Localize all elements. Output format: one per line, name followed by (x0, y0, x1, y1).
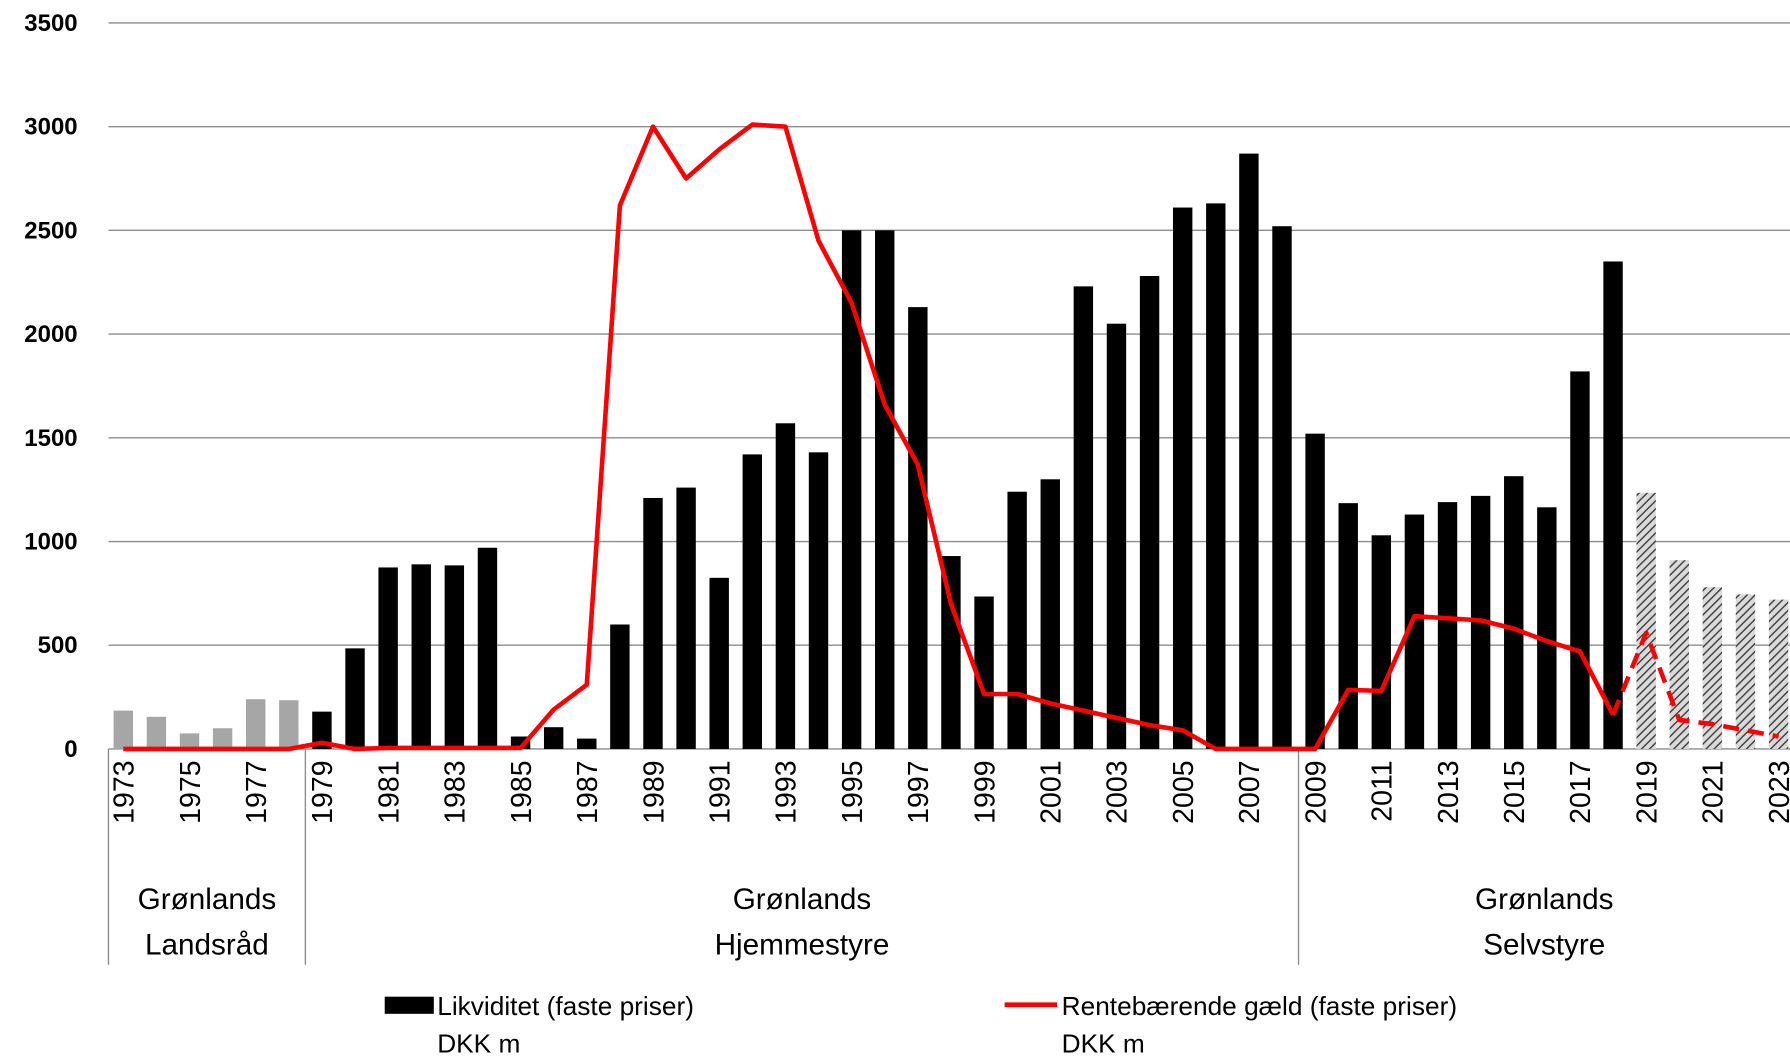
x-tick-label: 1973 (109, 760, 141, 823)
x-tick-label: 1995 (837, 760, 869, 823)
x-tick-label: 1987 (572, 760, 604, 823)
y-tick-label: 3000 (24, 114, 77, 141)
bar (378, 567, 398, 749)
line (123, 122, 1616, 752)
x-tick-label: 2007 (1234, 760, 1266, 823)
y-tick-label: 3500 (24, 10, 77, 37)
bar (279, 700, 299, 749)
bar (246, 699, 266, 749)
bar (974, 596, 994, 749)
group-label: Grønlands (1475, 883, 1614, 916)
bar (1570, 371, 1590, 749)
legend-swatch (384, 996, 434, 1014)
bar (875, 230, 895, 749)
bar (1768, 599, 1789, 749)
x-tick-label: 2011 (1367, 760, 1399, 821)
legend-label: DKK m (1062, 1029, 1145, 1055)
bar (1305, 433, 1325, 749)
bar (1537, 507, 1557, 749)
x-tick-label: 1989 (638, 760, 670, 823)
bar (1702, 587, 1723, 749)
x-tick-label: 1985 (506, 760, 538, 823)
bar (1040, 479, 1060, 749)
bar (179, 733, 200, 749)
x-tick-label: 2023 (1764, 760, 1790, 823)
y-tick-label: 2000 (24, 321, 77, 348)
bar (742, 454, 763, 749)
group-label: Grønlands (138, 883, 277, 916)
x-tick-label: 1983 (440, 760, 472, 823)
group-label: Grønlands (733, 883, 872, 916)
y-tick-label: 0 (64, 736, 77, 763)
x-tick-label: 2009 (1300, 760, 1332, 823)
x-tick-label: 1977 (241, 760, 273, 823)
legend-label: DKK m (437, 1029, 520, 1055)
group-label: Hjemmestyre (715, 928, 890, 961)
bar (1603, 261, 1623, 749)
x-tick-label: 2019 (1631, 760, 1663, 823)
bar (444, 565, 465, 749)
y-tick-label: 1000 (24, 529, 77, 556)
bar (775, 423, 796, 749)
bar (1172, 207, 1193, 749)
bar (1272, 226, 1292, 749)
bar (1437, 502, 1458, 749)
bar (1106, 323, 1127, 749)
bar (1504, 476, 1524, 749)
bar (411, 564, 431, 749)
x-tick-label: 2003 (1102, 760, 1134, 823)
x-tick-label: 2017 (1565, 760, 1597, 823)
x-tick-label: 2013 (1433, 760, 1465, 823)
x-tick-label: 2005 (1168, 760, 1200, 823)
bar (610, 624, 630, 749)
x-tick-label: 2001 (1036, 760, 1068, 823)
bar (841, 230, 862, 749)
x-tick-label: 1981 (373, 760, 405, 823)
bar (1239, 153, 1259, 749)
x-tick-label: 1999 (969, 760, 1001, 823)
y-tick-label: 2500 (24, 217, 77, 244)
x-tick-label: 2015 (1499, 760, 1531, 823)
x-tick-label: 1991 (704, 760, 736, 823)
bar (345, 648, 365, 749)
bar (312, 711, 332, 749)
bar (477, 547, 498, 749)
group-label: Landsråd (145, 928, 269, 961)
y-tick-label: 1500 (24, 425, 77, 452)
bar (1404, 514, 1425, 749)
x-tick-label: 1979 (307, 760, 339, 823)
bar (1139, 275, 1160, 749)
bar (676, 487, 696, 749)
bar (146, 716, 167, 749)
y-tick-label: 500 (38, 632, 78, 659)
bar (1636, 492, 1656, 749)
bar (643, 497, 663, 749)
bar (1338, 503, 1358, 749)
x-tick-label: 1997 (903, 760, 935, 823)
line (1610, 630, 1780, 739)
legend-label: Rentebærende gæld (faste priser) (1062, 991, 1457, 1021)
bar (709, 577, 729, 749)
group-label: Selvstyre (1483, 928, 1605, 961)
bar (1007, 491, 1027, 749)
bar (1371, 535, 1392, 749)
legend-label: Likviditet (faste priser) (437, 991, 694, 1021)
bar (941, 556, 961, 749)
x-tick-label: 1975 (175, 760, 207, 823)
bar (577, 738, 597, 749)
x-tick-label: 2021 (1698, 760, 1730, 823)
bar (1206, 203, 1226, 749)
bar (212, 728, 233, 749)
x-tick-label: 1993 (771, 760, 803, 823)
bar (1073, 286, 1094, 749)
bar (113, 710, 133, 749)
bar (808, 452, 829, 749)
bar (543, 727, 564, 749)
bar (1735, 594, 1756, 749)
bar (908, 307, 928, 749)
